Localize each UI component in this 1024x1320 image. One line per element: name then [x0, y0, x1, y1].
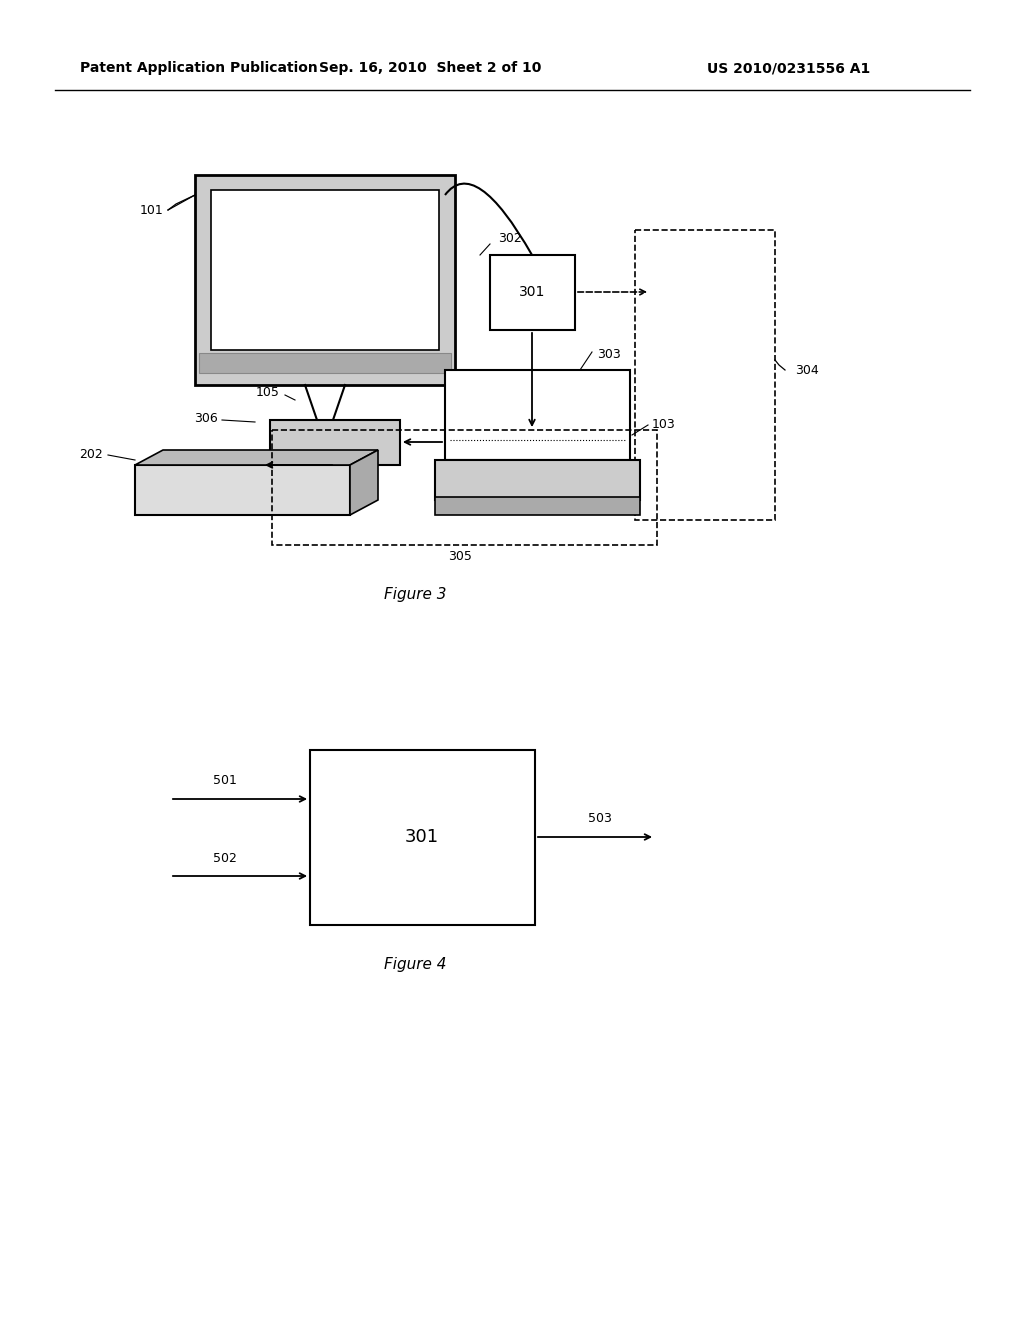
Text: 304: 304 — [795, 363, 819, 376]
Bar — [635, 230, 775, 520]
Text: US 2010/0231556 A1: US 2010/0231556 A1 — [707, 61, 870, 75]
Bar — [435, 459, 640, 500]
Bar — [490, 255, 575, 330]
Text: 302: 302 — [498, 231, 522, 244]
Text: 502: 502 — [213, 851, 237, 865]
Text: 303: 303 — [597, 348, 621, 362]
Bar — [270, 420, 400, 465]
Bar — [445, 370, 630, 459]
Bar — [195, 176, 455, 385]
Text: Sep. 16, 2010  Sheet 2 of 10: Sep. 16, 2010 Sheet 2 of 10 — [318, 61, 542, 75]
Bar — [435, 498, 640, 515]
Bar — [211, 190, 439, 350]
Text: 202: 202 — [79, 449, 103, 462]
Bar — [272, 430, 657, 545]
Bar — [310, 750, 535, 925]
Polygon shape — [350, 450, 378, 515]
Text: 101: 101 — [139, 203, 163, 216]
Text: 103: 103 — [652, 418, 676, 432]
Text: Figure 3: Figure 3 — [384, 587, 446, 602]
Text: 306: 306 — [195, 412, 218, 425]
Bar — [199, 352, 451, 374]
Text: 301: 301 — [519, 285, 545, 300]
Polygon shape — [135, 450, 378, 465]
Text: 503: 503 — [588, 813, 612, 825]
Text: 305: 305 — [449, 549, 472, 562]
Text: Figure 4: Figure 4 — [384, 957, 446, 973]
Text: 301: 301 — [404, 828, 439, 846]
Text: 501: 501 — [213, 775, 237, 788]
Bar — [135, 465, 350, 515]
Text: Patent Application Publication: Patent Application Publication — [80, 61, 317, 75]
Text: 105: 105 — [256, 385, 280, 399]
